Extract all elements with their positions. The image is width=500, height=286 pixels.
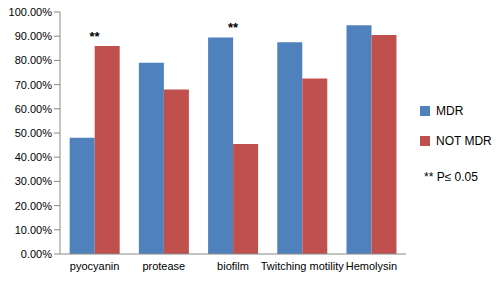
svg-text:**: ** [90,29,101,44]
svg-text:10.00%: 10.00% [15,224,53,236]
svg-text:70.00%: 70.00% [15,79,53,91]
svg-text:100.00%: 100.00% [9,6,53,18]
svg-text:**: ** [228,20,239,35]
svg-text:pyocyanin: pyocyanin [70,260,120,272]
svg-text:protease: protease [142,260,185,272]
svg-text:50.00%: 50.00% [15,127,53,139]
svg-text:40.00%: 40.00% [15,151,53,163]
html-text:MDR: MDR [436,104,464,118]
svg-text:20.00%: 20.00% [15,200,53,212]
html-text:NOT MDR: NOT MDR [436,134,492,148]
svg-text:biofilm: biofilm [217,260,249,272]
svg-text:60.00%: 60.00% [15,103,53,115]
svg-text:0.00%: 0.00% [21,248,52,260]
svg-text:Twitching motility: Twitching motility [261,260,345,272]
html-text:** P≤ 0.05: ** P≤ 0.05 [424,170,478,184]
svg-text:30.00%: 30.00% [15,175,53,187]
svg-text:80.00%: 80.00% [15,54,53,66]
svg-text:Hemolysin: Hemolysin [346,260,397,272]
svg-text:90.00%: 90.00% [15,30,53,42]
